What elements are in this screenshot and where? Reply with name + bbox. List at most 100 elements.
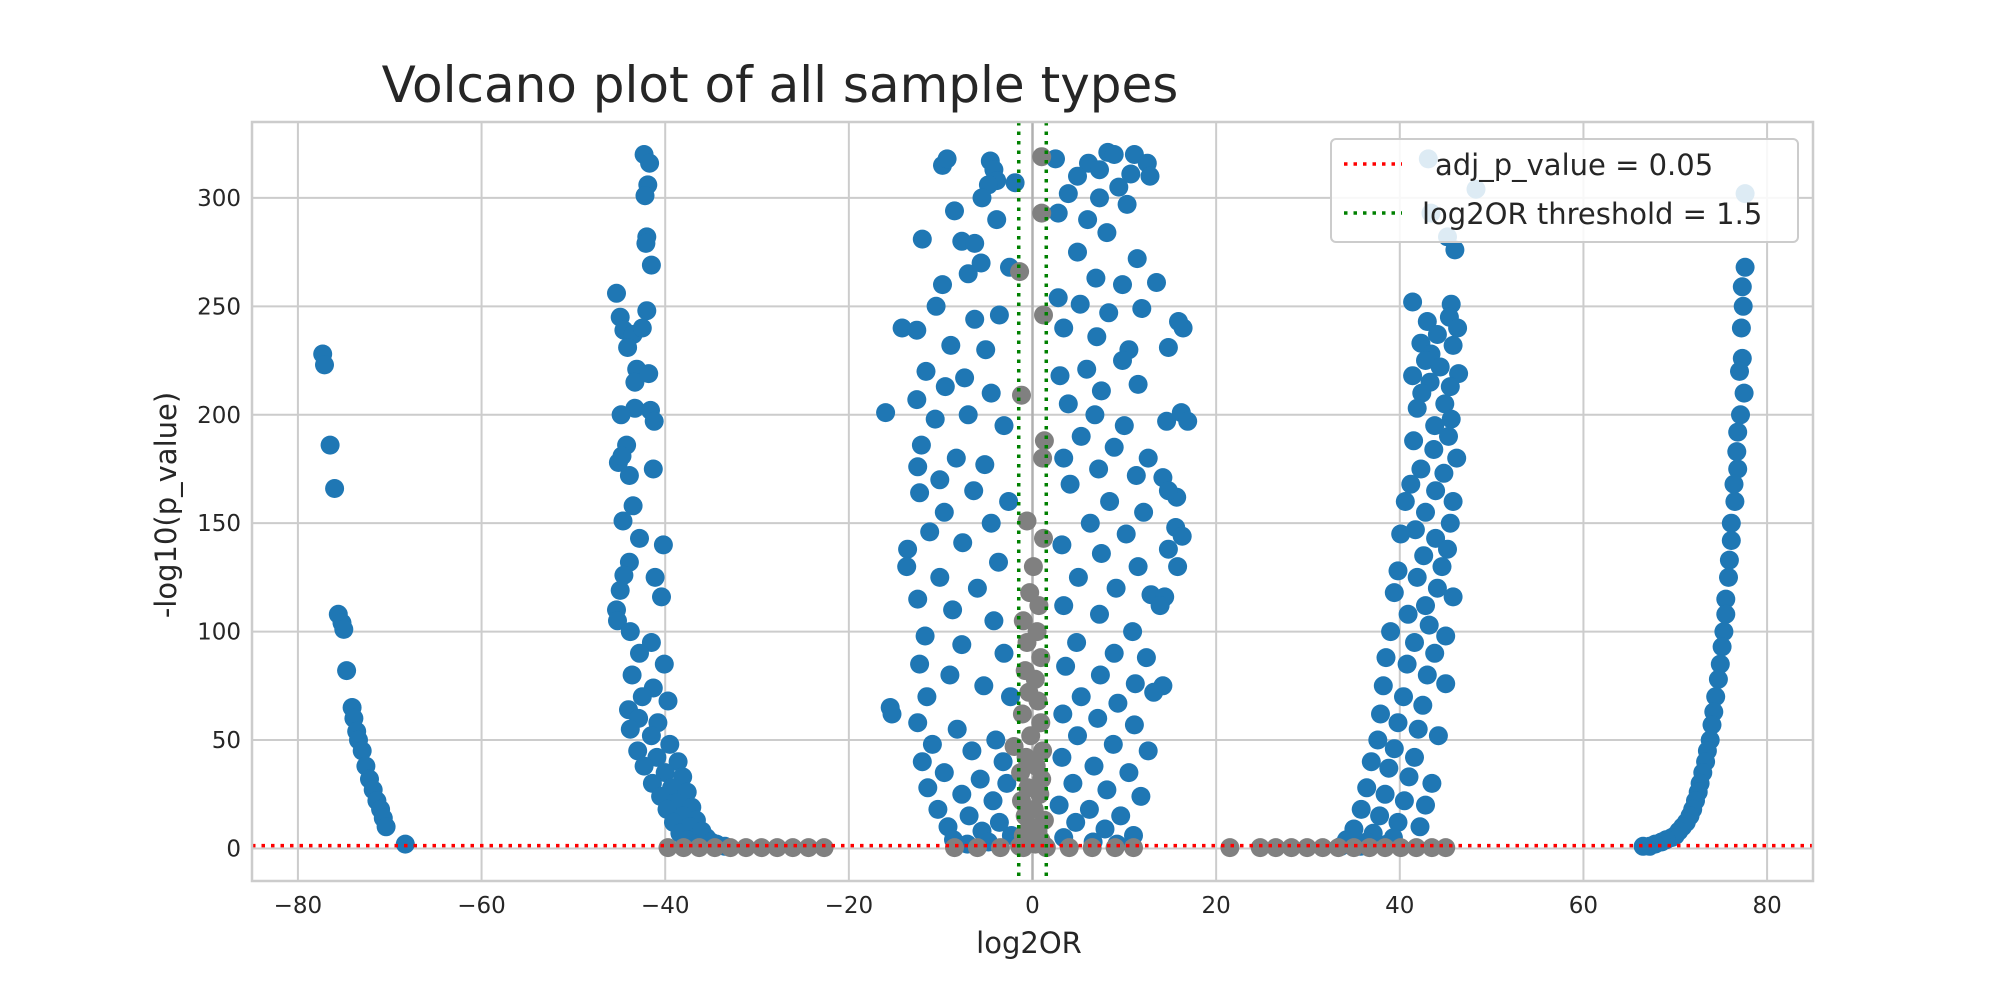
significant-point (1716, 604, 1736, 624)
significant-point (618, 338, 638, 357)
significant-point (1439, 426, 1458, 446)
significant-point (955, 368, 975, 388)
significant-point (930, 567, 950, 587)
significant-point (636, 233, 656, 253)
non-significant-point (1105, 838, 1125, 858)
significant-point (1403, 292, 1423, 312)
non-significant-point (720, 838, 740, 858)
significant-point (1734, 383, 1754, 403)
non-significant-point (1031, 713, 1051, 733)
significant-point (1090, 604, 1109, 624)
significant-point (920, 522, 940, 542)
significant-point (1730, 361, 1749, 381)
significant-point (1407, 567, 1427, 587)
significant-point (1087, 327, 1107, 347)
non-significant-point (1036, 838, 1056, 858)
significant-point (1448, 318, 1468, 338)
significant-point (943, 600, 963, 620)
non-significant-point (1406, 838, 1426, 858)
significant-point (1136, 648, 1156, 668)
x-tick-label: −60 (457, 893, 506, 919)
significant-point (1376, 648, 1396, 668)
significant-point (1132, 299, 1152, 318)
significant-point (1440, 513, 1460, 533)
significant-point (640, 153, 660, 173)
significant-point (1724, 474, 1744, 494)
significant-point (1725, 492, 1745, 511)
significant-point (1426, 481, 1446, 501)
significant-point (918, 778, 938, 798)
non-significant-point (1012, 704, 1032, 724)
non-significant-point (1034, 431, 1054, 451)
significant-point (1100, 492, 1120, 511)
significant-point (910, 654, 930, 674)
significant-point (907, 390, 927, 410)
x-tick-label: −40 (641, 893, 690, 919)
non-significant-point (736, 838, 756, 858)
significant-point (630, 643, 649, 663)
significant-point (907, 320, 927, 340)
significant-point (612, 446, 632, 466)
non-significant-point (1011, 763, 1031, 783)
significant-point (1121, 164, 1141, 184)
non-significant-point (1031, 648, 1051, 668)
significant-point (1124, 715, 1144, 735)
non-significant-point (814, 838, 834, 858)
significant-point (1728, 422, 1748, 442)
significant-point (1078, 210, 1098, 230)
significant-point (1436, 674, 1456, 694)
significant-point (1417, 665, 1437, 685)
significant-point (970, 769, 990, 789)
significant-point (1056, 656, 1076, 676)
significant-point (972, 188, 992, 208)
significant-point (1053, 704, 1073, 724)
significant-point (1097, 223, 1117, 243)
significant-point (376, 817, 396, 837)
non-significant-point (1266, 838, 1286, 858)
non-significant-point (1344, 838, 1364, 858)
significant-point (1394, 687, 1413, 707)
significant-point (1427, 325, 1447, 344)
significant-point (876, 403, 896, 423)
significant-point (892, 318, 912, 338)
significant-point (976, 340, 996, 360)
significant-point (1005, 173, 1025, 193)
significant-point (917, 687, 937, 707)
significant-point (641, 255, 661, 275)
non-significant-point (1422, 838, 1442, 858)
non-significant-point (1313, 838, 1333, 858)
significant-point (1373, 676, 1393, 696)
significant-point (925, 409, 945, 429)
non-significant-point (1033, 741, 1053, 761)
plot-frame (250, 120, 1815, 883)
x-tick-label: −80 (274, 893, 323, 919)
non-significant-point (1124, 838, 1143, 858)
non-significant-point (1033, 448, 1053, 468)
significant-point (1714, 622, 1734, 642)
significant-point (1417, 312, 1437, 331)
significant-point (1706, 687, 1726, 707)
threshold-lines (252, 122, 1813, 881)
significant-point (1361, 752, 1381, 772)
significant-point (933, 275, 952, 295)
significant-point (1063, 773, 1083, 793)
significant-point (1728, 459, 1748, 479)
significant-point (637, 301, 657, 321)
significant-point (934, 502, 954, 522)
significant-point (1001, 687, 1020, 707)
significant-point (622, 665, 642, 685)
significant-point (620, 719, 640, 739)
significant-point (1150, 596, 1170, 616)
significant-point (660, 734, 680, 754)
significant-point (981, 513, 1001, 533)
y-tick-label: 100 (197, 620, 241, 646)
significant-point (320, 435, 340, 455)
y-tick-label: 50 (212, 728, 241, 754)
non-significant-point (689, 838, 709, 858)
significant-point (1357, 778, 1377, 798)
non-significant-point (1436, 838, 1456, 858)
significant-point (1735, 257, 1755, 277)
significant-point (1089, 459, 1109, 479)
significant-point (654, 654, 674, 674)
